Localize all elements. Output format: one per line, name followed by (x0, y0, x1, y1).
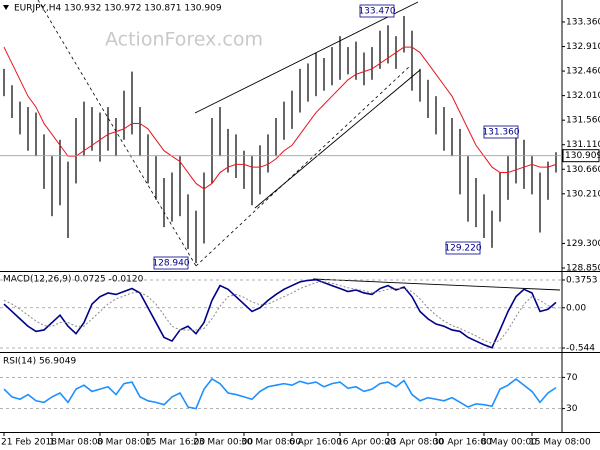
y-tick-label: 133.360 (566, 17, 600, 27)
y-tick-label: 130.660 (566, 165, 600, 175)
x-tick-label: 16 Apr 00:00 (337, 438, 396, 448)
x-tick-label: 6 Apr 16:00 (289, 438, 342, 448)
x-tick-label: 21 Feb 2018 (1, 438, 57, 448)
x-tick-label: 15 May 08:00 (529, 438, 591, 448)
indicator-line (3, 377, 557, 410)
x-tick-label: 8 Mar 08:00 (97, 438, 152, 448)
y-tick-label: 128.850 (566, 263, 600, 273)
y-tick-label: 132.460 (566, 67, 600, 77)
x-tick-label: 30 Apr 16:00 (433, 438, 492, 448)
last-price-box (562, 149, 600, 163)
price-annotation: 131.360 (482, 128, 519, 138)
y-tick-label: 0.3753 (566, 276, 598, 286)
price-annotation-box (445, 241, 481, 255)
channel-line (254, 69, 421, 209)
last-price-label: 130.909 (565, 151, 600, 161)
rsi-title: RSI(14) 56.9049 (3, 357, 76, 367)
x-tick-label: 23 Apr 08:00 (385, 438, 444, 448)
y-tick-label: 131.560 (566, 116, 600, 126)
price-annotation-box (483, 125, 519, 139)
y-tick-label: 129.300 (566, 239, 600, 249)
y-tick-label: 70 (566, 373, 578, 383)
moving-average (3, 46, 557, 190)
x-tick-label: 23 Mar 00:00 (193, 438, 253, 448)
price-annotation-box (153, 256, 189, 270)
symbol-icon (3, 5, 9, 10)
y-tick-label: 131.110 (566, 140, 600, 150)
y-tick-label: -0.544 (566, 344, 595, 354)
price-annotation: 133.470 (358, 7, 395, 17)
macd-trend-line (312, 278, 561, 291)
x-tick-label: 30 Mar 08:00 (241, 438, 301, 448)
channel-line (194, 1, 419, 114)
chart-title: EURJPY,H4 130.932 130.972 130.871 130.90… (14, 4, 222, 14)
x-tick-label: 1 Mar 08:00 (49, 438, 104, 448)
macd-title: MACD(12,26,9) 0.0725 -0.0120 (3, 275, 144, 285)
price-annotation: 128.940 (152, 259, 189, 269)
y-tick-label: 30 (566, 404, 578, 414)
y-tick-label: 130.210 (566, 189, 600, 199)
price-annotation-box (359, 4, 395, 18)
trend-line (195, 65, 411, 267)
y-tick-label: 132.910 (566, 42, 600, 52)
watermark: ActionForex.com (105, 29, 263, 51)
x-tick-label: 15 Mar 16:00 (145, 438, 205, 448)
price-annotation: 129.220 (444, 244, 481, 254)
y-tick-label: 0.00 (566, 303, 586, 313)
x-tick-label: 8 May 00:00 (481, 438, 537, 448)
indicator-line (3, 278, 557, 349)
y-tick-label: 132.010 (566, 91, 600, 101)
indicator-line (3, 281, 557, 344)
